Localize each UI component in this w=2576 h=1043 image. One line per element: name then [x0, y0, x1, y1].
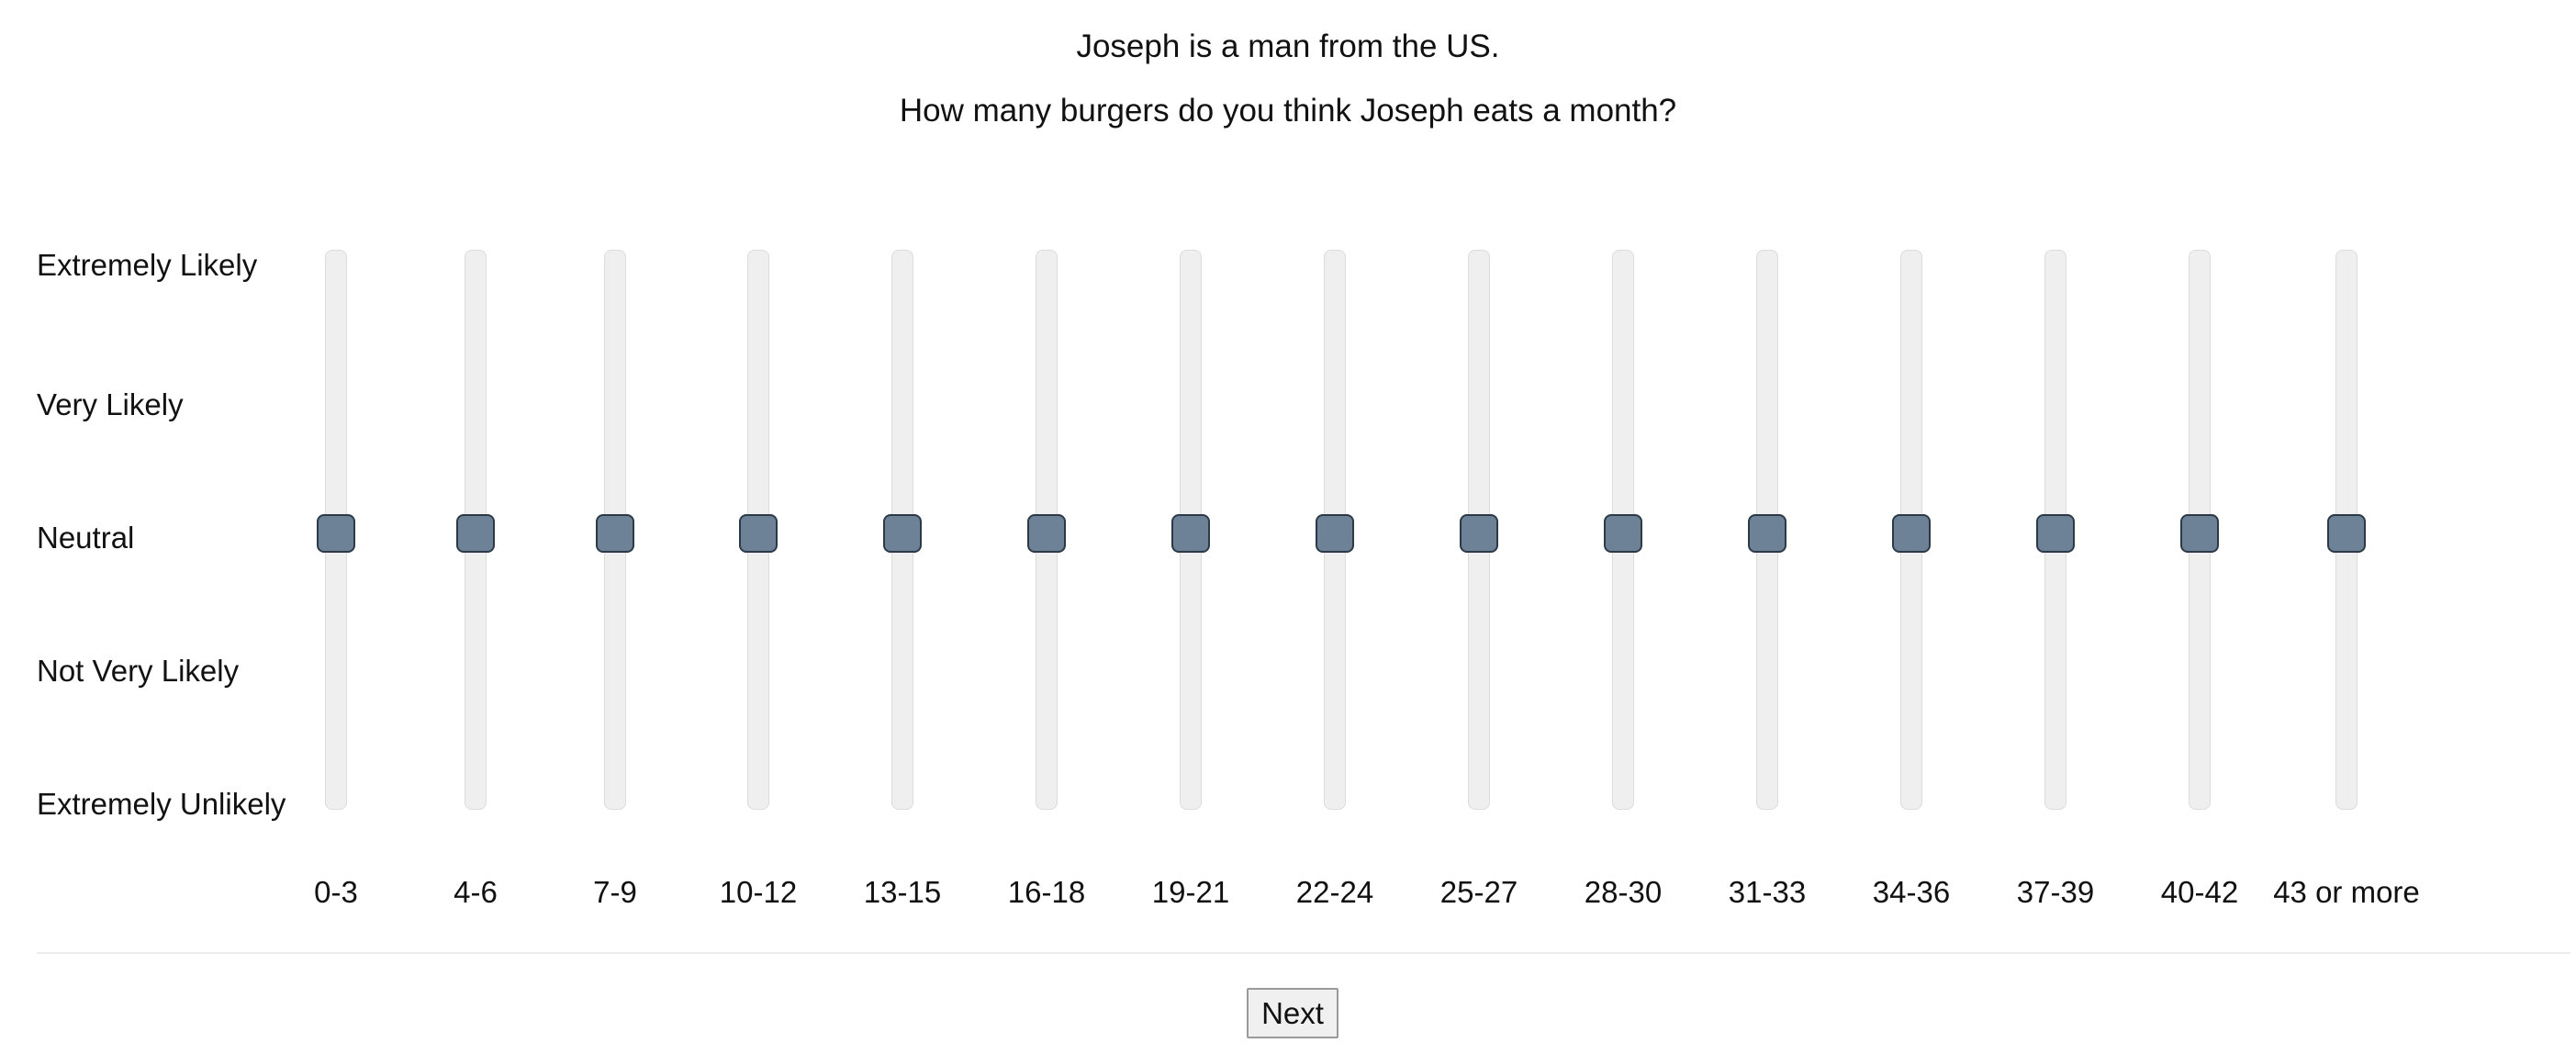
slider-label: 34-36	[1872, 875, 1951, 909]
slider-label: 37-39	[2016, 875, 2095, 909]
slider-handle[interactable]	[596, 514, 634, 553]
slider-label: 10-12	[719, 875, 798, 909]
slider-label: 13-15	[863, 875, 942, 909]
scale-label-extremely-unlikely: Extremely Unlikely	[37, 787, 286, 821]
slider-label: 25-27	[1439, 875, 1518, 909]
slider-label: 7-9	[593, 875, 637, 909]
slider-label: 4-6	[454, 875, 498, 909]
slider-handle[interactable]	[2036, 514, 2075, 553]
slider-handle[interactable]	[1171, 514, 1210, 553]
slider-handle[interactable]	[1316, 514, 1354, 553]
slider-handle[interactable]	[1892, 514, 1931, 553]
slider-handle[interactable]	[456, 514, 495, 553]
slider-handle[interactable]	[1748, 514, 1786, 553]
slider-label: 43 or more	[2273, 875, 2420, 909]
next-button[interactable]: Next	[1247, 988, 1338, 1038]
slider-label: 40-42	[2160, 875, 2239, 909]
slider-handle[interactable]	[1604, 514, 1642, 553]
scale-label-not-very-likely: Not Very Likely	[37, 654, 240, 688]
slider-label: 0-3	[314, 875, 358, 909]
slider-handle[interactable]	[317, 514, 355, 553]
scale-label-neutral: Neutral	[37, 521, 135, 555]
scale-label-extremely-likely: Extremely Likely	[37, 248, 258, 282]
question-text: How many burgers do you think Joseph eat…	[899, 93, 1677, 129]
slider-handle[interactable]	[1460, 514, 1498, 553]
scale-label-very-likely: Very Likely	[37, 387, 184, 421]
divider	[37, 952, 2570, 954]
slider-label: 19-21	[1151, 875, 1230, 909]
slider-handle[interactable]	[883, 514, 922, 553]
slider-label: 31-33	[1728, 875, 1807, 909]
slider-label: 28-30	[1584, 875, 1663, 909]
slider-handle[interactable]	[2180, 514, 2219, 553]
slider-handle[interactable]	[1027, 514, 1066, 553]
slider-label: 16-18	[1007, 875, 1086, 909]
slider-label: 22-24	[1295, 875, 1374, 909]
intro-text: Joseph is a man from the US.	[1076, 28, 1500, 64]
slider-handle[interactable]	[2327, 514, 2366, 553]
slider-handle[interactable]	[739, 514, 778, 553]
